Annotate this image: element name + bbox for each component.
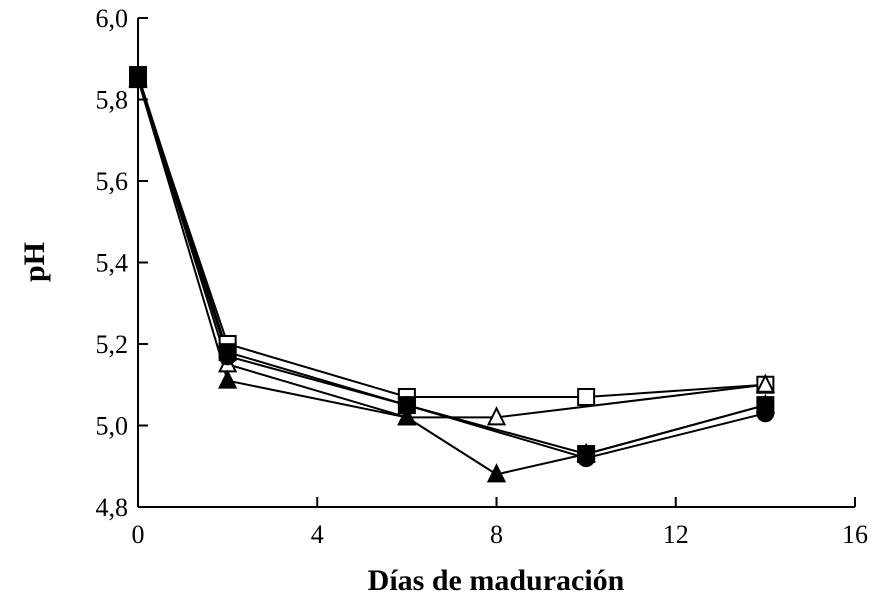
marker (576, 442, 596, 463)
series-line (137, 78, 766, 460)
y-tick-label: 5,6 (96, 167, 129, 196)
y-tick-label: 6,0 (96, 4, 129, 33)
marker (218, 347, 237, 366)
x-tick-label: 8 (490, 520, 503, 549)
y-axis-label: pH (18, 242, 51, 282)
y-tick-label: 5,8 (96, 86, 129, 115)
x-axis-label: Días de maduración (368, 564, 625, 597)
marker (486, 463, 507, 483)
marker (218, 369, 238, 389)
series-line (137, 78, 766, 476)
y-tick-label: 5,2 (96, 330, 129, 359)
y-tick-label: 5,0 (96, 412, 129, 441)
x-tick-label: 16 (842, 520, 868, 549)
x-tick-label: 0 (132, 520, 145, 549)
marker (755, 393, 775, 414)
marker (128, 67, 148, 88)
y-tick-label: 5,4 (96, 249, 129, 278)
x-tick-label: 4 (311, 520, 324, 549)
marker (755, 373, 775, 393)
marker (577, 387, 596, 406)
marker (397, 406, 417, 426)
x-tick-label: 12 (663, 520, 689, 549)
y-tick-label: 4,8 (96, 493, 129, 522)
marker (486, 406, 507, 426)
